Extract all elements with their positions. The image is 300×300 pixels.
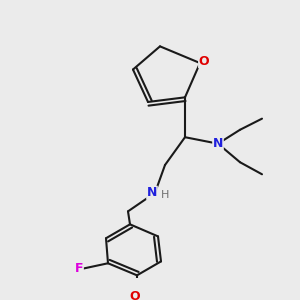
Text: H: H — [161, 190, 169, 200]
Text: N: N — [147, 186, 157, 199]
Text: N: N — [213, 137, 223, 150]
Text: F: F — [75, 262, 83, 275]
Text: O: O — [199, 55, 209, 68]
Text: O: O — [130, 290, 140, 300]
